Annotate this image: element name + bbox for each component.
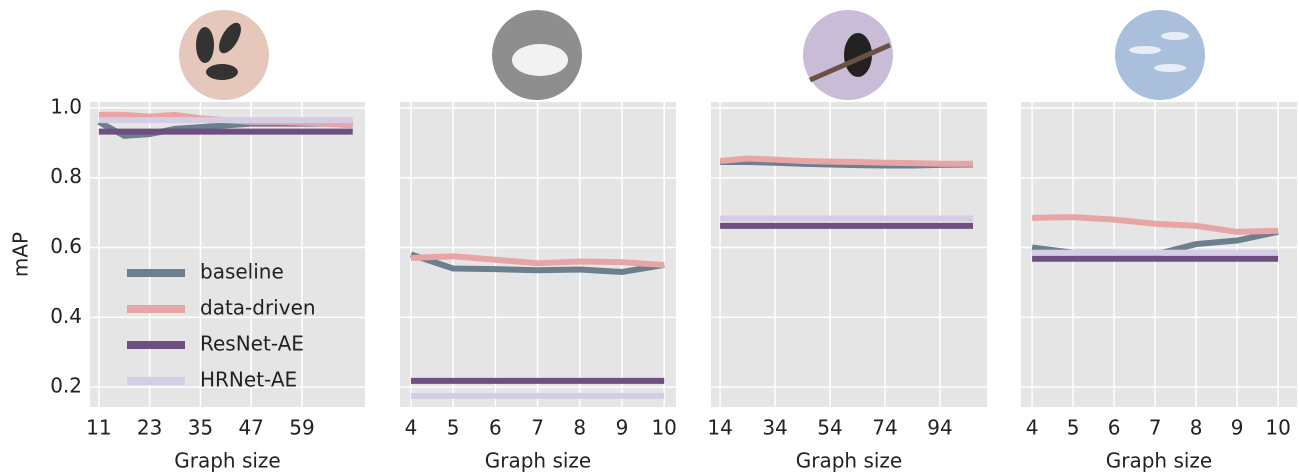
- x-tick-label: 7: [531, 416, 544, 440]
- legend-label: ResNet-AE: [200, 332, 304, 356]
- series-line: [1032, 214, 1279, 235]
- x-tick-label: 9: [616, 416, 629, 440]
- x-axis-label: Graph size: [1106, 449, 1212, 473]
- series-line: [719, 155, 973, 167]
- legend-label: HRNet-AE: [200, 368, 297, 392]
- x-tick-label: 11: [86, 416, 111, 440]
- x-tick-label: 94: [927, 416, 952, 440]
- x-tick-label: 35: [188, 416, 213, 440]
- fish-shape: [1161, 32, 1189, 40]
- x-tick-label: 9: [1231, 416, 1244, 440]
- marmoset-shape: [844, 33, 872, 77]
- x-tick-label: 47: [238, 416, 263, 440]
- x-tick-label: 10: [1265, 416, 1290, 440]
- x-tick-label: 4: [405, 416, 418, 440]
- mouse-shape: [219, 22, 241, 54]
- icons: [179, 10, 1205, 100]
- mouse-shape: [196, 27, 214, 63]
- mouse-icon: [179, 10, 269, 100]
- y-tick-label: 0.8: [50, 164, 82, 188]
- mouse-shape: [206, 64, 238, 80]
- x-axis-label: Graph size: [174, 449, 280, 473]
- y-tick-label: 1.0: [50, 94, 82, 118]
- x-tick-label: 6: [1108, 416, 1121, 440]
- x-tick-label: 59: [289, 416, 314, 440]
- y-tick-label: 0.2: [50, 374, 82, 398]
- x-tick-label: 7: [1149, 416, 1162, 440]
- x-tick-label: 34: [762, 416, 787, 440]
- axes: 14 34 54 74 94 Graph size: [707, 102, 987, 473]
- fish-shape: [1129, 46, 1161, 54]
- x-tick-label: 74: [872, 416, 897, 440]
- y-tick-label: 0.4: [50, 304, 82, 328]
- branch: [808, 42, 892, 83]
- fish-icon: [1115, 10, 1205, 100]
- series-line: [410, 251, 665, 275]
- x-tick-label: 14: [707, 416, 732, 440]
- x-tick-label: 8: [1190, 416, 1203, 440]
- legend-label: baseline: [200, 260, 284, 284]
- x-tick-label: 23: [137, 416, 162, 440]
- x-tick-label: 8: [573, 416, 586, 440]
- plot-area: [90, 102, 365, 407]
- plot-area: [711, 102, 987, 407]
- x-tick-label: 5: [1067, 416, 1080, 440]
- x-tick-label: 4: [1026, 416, 1039, 440]
- y-tick-label: 0.6: [50, 234, 82, 258]
- axes: 4 5 6 7 8 9 10 Graph size: [400, 102, 677, 473]
- fish-shape: [1154, 64, 1186, 72]
- series-line: [410, 253, 665, 268]
- axes: 0.2 0.4 0.6 0.8 1.0 11 23 35 47 59 Graph size mAP ba…: [9, 94, 365, 473]
- x-tick-label: 10: [651, 416, 676, 440]
- rat-shape: [512, 44, 568, 76]
- legend-label: data-driven: [200, 296, 316, 320]
- x-tick-label: 5: [447, 416, 460, 440]
- x-axis-label: Graph size: [485, 449, 591, 473]
- x-tick-label: 54: [817, 416, 842, 440]
- y-axis-label: mAP: [9, 232, 33, 277]
- axes: 4 5 6 7 8 9 10 Graph size: [1021, 102, 1297, 473]
- x-axis-label: Graph size: [796, 449, 902, 473]
- x-tick-label: 6: [489, 416, 502, 440]
